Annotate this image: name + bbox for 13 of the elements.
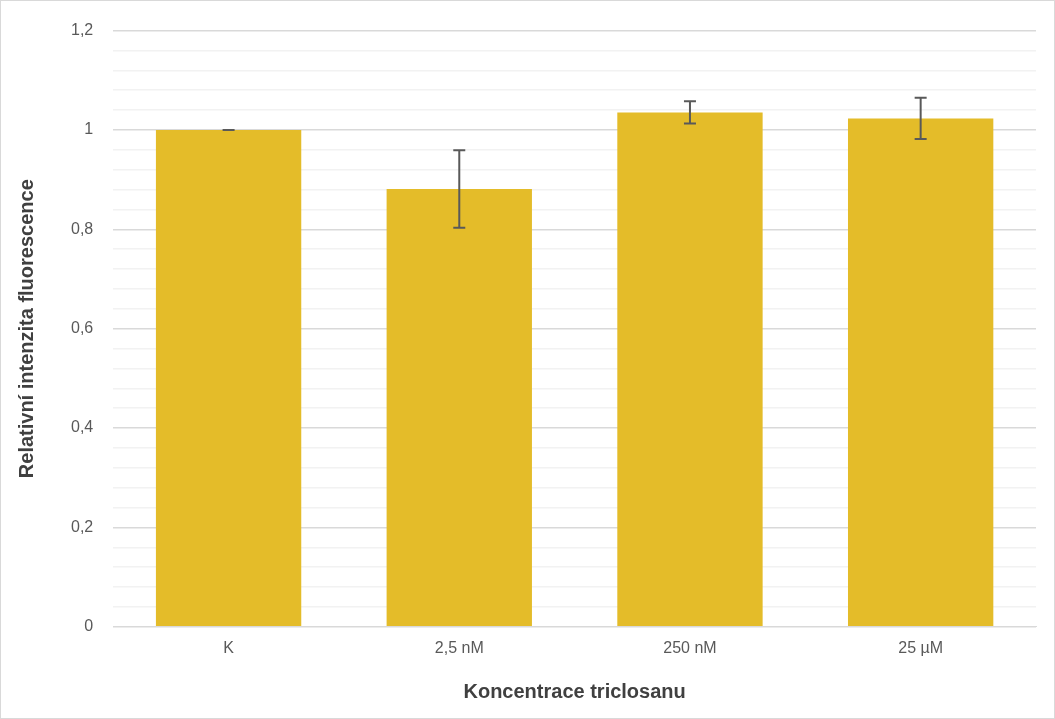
y-tick-label: 0 — [84, 617, 94, 635]
x-tick-label: 2,5 nM — [434, 638, 484, 656]
y-tick-label: 0,2 — [70, 517, 94, 535]
y-tick-label: 0,8 — [70, 219, 94, 237]
x-tick-label: 250 nM — [663, 638, 717, 656]
x-axis-title: Koncentrace triclosanu — [463, 679, 686, 702]
x-tick-label: 25 µM — [898, 638, 944, 656]
y-axis-title: Relativní intenzita fluorescence — [14, 179, 37, 479]
y-tick-label: 1 — [84, 120, 94, 138]
y-tick-label: 0,6 — [70, 319, 94, 337]
x-tick-label: K — [223, 638, 235, 656]
y-tick-label: 1,2 — [70, 21, 94, 39]
y-tick-label: 0,4 — [70, 418, 94, 436]
